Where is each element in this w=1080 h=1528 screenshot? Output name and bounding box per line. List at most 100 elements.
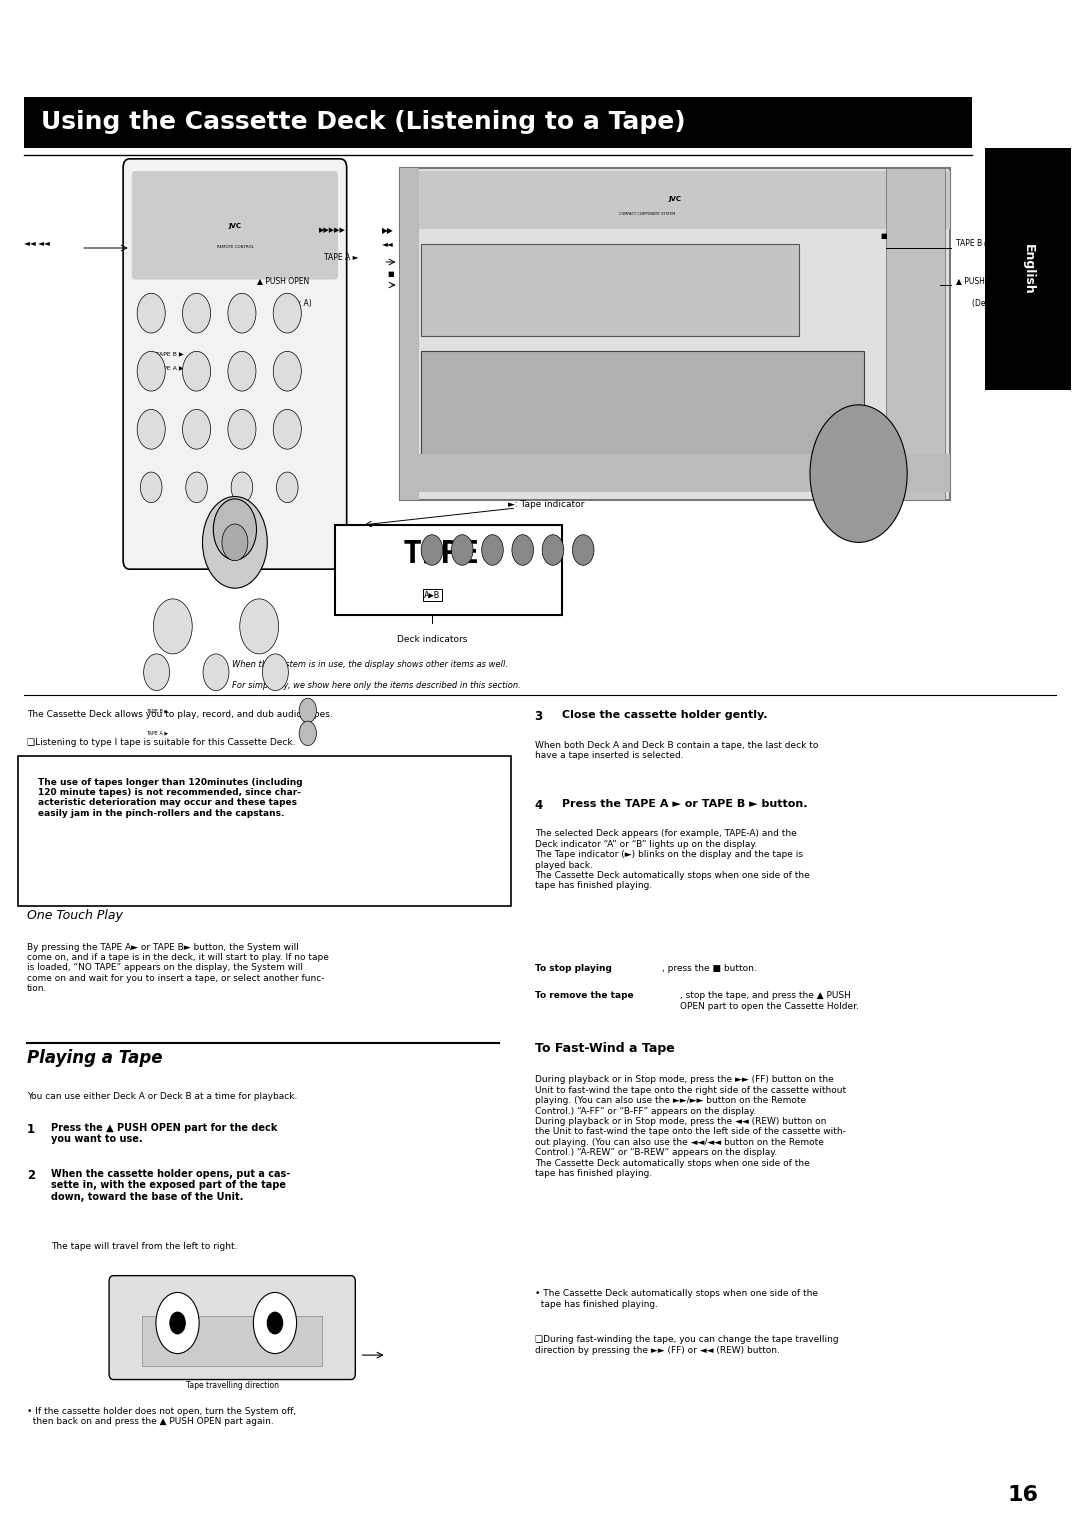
Circle shape	[240, 599, 279, 654]
Text: TAPE A ►: TAPE A ►	[324, 254, 359, 261]
Text: ── TAPE B ▶: ── TAPE B ▶	[146, 351, 184, 356]
Text: TAPE B ►: TAPE B ►	[956, 238, 990, 248]
Circle shape	[273, 410, 301, 449]
Circle shape	[137, 410, 165, 449]
Text: The selected Deck appears (for example, TAPE-A) and the
Deck indicator “A” or “B: The selected Deck appears (for example, …	[535, 830, 809, 891]
Text: When the System is in use, the display shows other items as well.: When the System is in use, the display s…	[232, 660, 509, 669]
Text: T∩PE: T∩PE	[403, 538, 480, 570]
FancyBboxPatch shape	[886, 168, 945, 500]
Text: By pressing the TAPE A► or TAPE B► button, the System will
come on, and if a tap: By pressing the TAPE A► or TAPE B► butto…	[27, 943, 329, 993]
FancyBboxPatch shape	[109, 1276, 355, 1380]
FancyBboxPatch shape	[421, 244, 799, 336]
Text: COMPACT COMPONENT SYSTEM: COMPACT COMPONENT SYSTEM	[620, 212, 675, 215]
FancyBboxPatch shape	[421, 351, 864, 489]
Circle shape	[542, 535, 564, 565]
Circle shape	[228, 410, 256, 449]
Text: For simplicity, we show here only the items described in this section.: For simplicity, we show here only the it…	[232, 681, 521, 691]
Text: ▶▶: ▶▶	[382, 226, 394, 235]
Text: The tape will travel from the left to right.: The tape will travel from the left to ri…	[51, 1242, 238, 1251]
Circle shape	[140, 472, 162, 503]
Text: ── TAPE A ▶: ── TAPE A ▶	[146, 365, 184, 370]
Text: ▲ PUSH OPEN: ▲ PUSH OPEN	[956, 277, 1008, 284]
Text: ■: ■	[880, 232, 887, 238]
Text: • If the cassette holder does not open, turn the System off,
  then back on and : • If the cassette holder does not open, …	[27, 1407, 296, 1427]
Text: ►: Tape indicator: ►: Tape indicator	[508, 500, 584, 509]
Text: ◄◄: ◄◄	[382, 238, 394, 248]
Circle shape	[170, 1313, 185, 1334]
Circle shape	[153, 599, 192, 654]
Text: ❑Listening to type I tape is suitable for this Cassette Deck.: ❑Listening to type I tape is suitable fo…	[27, 738, 296, 747]
Circle shape	[183, 351, 211, 391]
Circle shape	[203, 497, 268, 588]
Circle shape	[276, 472, 298, 503]
Text: Using the Cassette Deck (Listening to a Tape): Using the Cassette Deck (Listening to a …	[41, 110, 686, 134]
FancyBboxPatch shape	[335, 526, 562, 614]
Text: *: *	[216, 660, 222, 669]
Circle shape	[214, 498, 257, 559]
FancyBboxPatch shape	[400, 454, 950, 492]
Circle shape	[254, 1293, 297, 1354]
Circle shape	[299, 698, 316, 723]
Text: Playing a Tape: Playing a Tape	[27, 1050, 162, 1068]
Text: TAPE A ▶: TAPE A ▶	[146, 730, 167, 736]
Circle shape	[183, 293, 211, 333]
Text: The use of tapes longer than 120minutes (including
120 minute tapes) is not reco: The use of tapes longer than 120minutes …	[38, 778, 302, 817]
FancyBboxPatch shape	[400, 168, 419, 500]
Circle shape	[810, 405, 907, 542]
Text: REMOTE CONTROL: REMOTE CONTROL	[216, 246, 254, 249]
FancyBboxPatch shape	[123, 159, 347, 568]
Text: Press the TAPE A ► or TAPE B ► button.: Press the TAPE A ► or TAPE B ► button.	[562, 799, 807, 808]
Text: When both Deck A and Deck B contain a tape, the last deck to
have a tape inserte: When both Deck A and Deck B contain a ta…	[535, 741, 818, 761]
Text: (Deck B): (Deck B)	[972, 299, 1004, 307]
Text: During playback or in Stop mode, press the ►► (FF) button on the
Unit to fast-wi: During playback or in Stop mode, press t…	[535, 1076, 846, 1178]
Text: You can use either Deck A or Deck B at a time for playback.: You can use either Deck A or Deck B at a…	[27, 1093, 297, 1102]
Text: Deck indicators: Deck indicators	[397, 636, 468, 643]
Circle shape	[572, 535, 594, 565]
Circle shape	[451, 535, 473, 565]
Text: ❑During fast-winding the tape, you can change the tape travelling
direction by p: ❑During fast-winding the tape, you can c…	[535, 1335, 838, 1355]
Circle shape	[231, 472, 253, 503]
Circle shape	[512, 535, 534, 565]
Text: (Deck A): (Deck A)	[279, 299, 311, 307]
Text: When the cassette holder opens, put a cas-
sette in, with the exposed part of th: When the cassette holder opens, put a ca…	[51, 1169, 291, 1203]
Text: JVC: JVC	[669, 196, 681, 202]
FancyBboxPatch shape	[400, 171, 950, 229]
Text: To remove the tape: To remove the tape	[535, 992, 633, 1001]
Circle shape	[137, 351, 165, 391]
Text: , stop the tape, and press the ▲ PUSH
OPEN part to open the Cassette Holder.: , stop the tape, and press the ▲ PUSH OP…	[680, 992, 860, 1012]
Text: • The Cassette Deck automatically stops when one side of the
  tape has finished: • The Cassette Deck automatically stops …	[535, 1290, 818, 1309]
Text: 1: 1	[27, 1123, 36, 1135]
Text: 2: 2	[27, 1169, 36, 1181]
Circle shape	[222, 524, 248, 561]
Text: One Touch Play: One Touch Play	[27, 909, 123, 921]
Circle shape	[203, 654, 229, 691]
Circle shape	[228, 351, 256, 391]
Text: To stop playing: To stop playing	[535, 964, 611, 973]
Text: A▶B: A▶B	[424, 591, 441, 599]
Text: English: English	[1022, 243, 1035, 295]
Circle shape	[421, 535, 443, 565]
Text: TAPE B ▶: TAPE B ▶	[146, 707, 167, 714]
Text: To Fast-Wind a Tape: To Fast-Wind a Tape	[535, 1042, 674, 1054]
Text: 4: 4	[535, 799, 543, 811]
Text: JVC: JVC	[228, 223, 242, 229]
Text: 16: 16	[1008, 1485, 1039, 1505]
Text: Press the ▲ PUSH OPEN part for the deck
you want to use.: Press the ▲ PUSH OPEN part for the deck …	[51, 1123, 278, 1144]
Circle shape	[183, 410, 211, 449]
Text: ▶▶▶▶▶: ▶▶▶▶▶	[319, 228, 346, 234]
Text: ◄◄ ◄◄: ◄◄ ◄◄	[24, 238, 50, 248]
Circle shape	[228, 293, 256, 333]
Text: , press the ■ button.: , press the ■ button.	[662, 964, 757, 973]
Circle shape	[299, 721, 316, 746]
Circle shape	[273, 293, 301, 333]
Text: Close the cassette holder gently.: Close the cassette holder gently.	[562, 711, 767, 720]
Circle shape	[144, 654, 170, 691]
Circle shape	[273, 351, 301, 391]
Text: ■: ■	[388, 272, 394, 277]
Circle shape	[482, 535, 503, 565]
Text: The Cassette Deck allows you to play, record, and dub audio tapes.: The Cassette Deck allows you to play, re…	[27, 711, 333, 720]
Text: 3: 3	[535, 711, 543, 723]
FancyBboxPatch shape	[141, 1316, 323, 1366]
Circle shape	[262, 654, 288, 691]
FancyBboxPatch shape	[132, 171, 338, 280]
